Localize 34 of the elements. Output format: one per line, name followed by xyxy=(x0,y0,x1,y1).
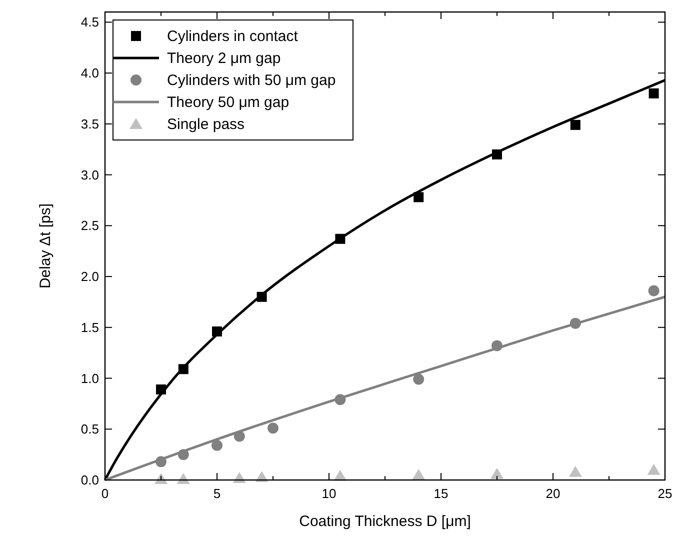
x-axis-title: Coating Thickness D [μm] xyxy=(299,513,471,530)
legend-label: Theory 50 μm gap xyxy=(167,94,290,111)
y-tick-label: 1.0 xyxy=(80,370,99,386)
y-tick-label: 3.0 xyxy=(80,167,99,182)
legend-label: Single pass xyxy=(167,116,245,133)
legend-label: Cylinders in contact xyxy=(167,28,299,45)
point xyxy=(268,422,278,434)
x-tick-label: 25 xyxy=(658,486,672,501)
point xyxy=(648,88,659,98)
point xyxy=(412,468,426,480)
x-tick-label: 5 xyxy=(213,486,221,501)
y-tick-label: 2.0 xyxy=(80,269,99,284)
point xyxy=(570,120,580,130)
x-tick-label: 10 xyxy=(322,486,336,501)
point xyxy=(647,464,660,475)
point xyxy=(648,285,660,296)
point xyxy=(568,466,582,477)
line-series xyxy=(104,296,666,482)
y-tick-label: 0.0 xyxy=(80,472,99,488)
point xyxy=(490,468,504,479)
y-tick-label: 2.5 xyxy=(80,218,99,234)
y-tick-label: 0.5 xyxy=(80,422,99,437)
x-tick-label: 20 xyxy=(546,486,560,501)
y-tick-label: 3.5 xyxy=(80,116,99,132)
y-axis-title: Delay Δt [ps] xyxy=(37,203,54,289)
y-tick-label: 4.5 xyxy=(80,14,99,30)
point xyxy=(212,440,222,451)
legend-label: Theory 2 μm gap xyxy=(167,50,281,67)
x-tick-label: 15 xyxy=(434,486,448,501)
y-tick-label: 1.5 xyxy=(80,320,99,335)
legend-label: Cylinders with 50 μm gap xyxy=(167,72,336,89)
point xyxy=(413,374,424,385)
y-tick-label: 4.0 xyxy=(80,66,99,81)
x-tick-label: 0 xyxy=(101,486,109,501)
